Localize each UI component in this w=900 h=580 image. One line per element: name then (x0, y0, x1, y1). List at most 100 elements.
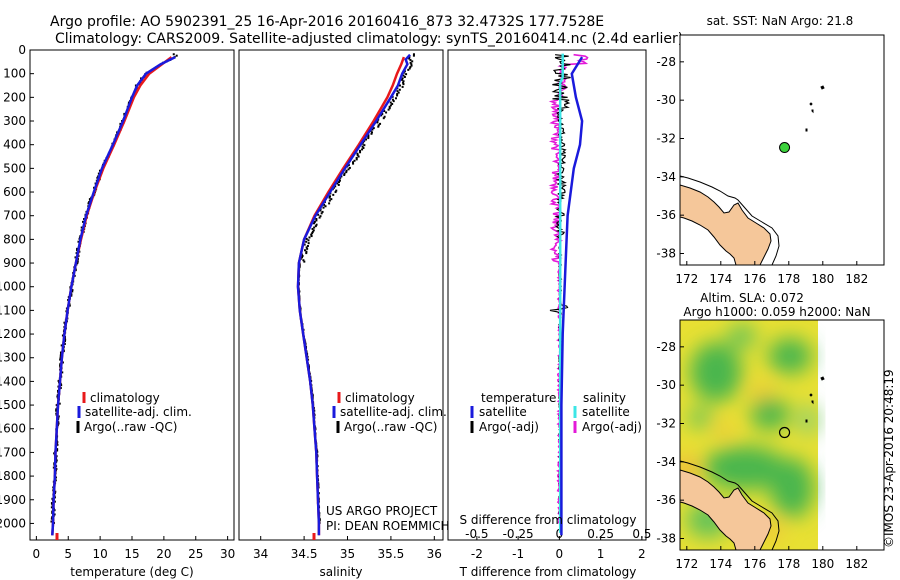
salinity-legend-argo: Argo(..raw -QC) (344, 420, 437, 434)
map-lat-tick-label: -38 (656, 532, 676, 546)
salinity-argo-point (392, 100, 395, 103)
temperature-argo-point (82, 220, 85, 223)
difference-s-tick-label: 0 (556, 527, 564, 541)
salinity-argo-point (330, 198, 333, 201)
credit-project: US ARGO PROJECT (326, 504, 438, 518)
temperature-argo-point (56, 449, 59, 452)
salinity-argo-point (338, 179, 341, 182)
figure-subtitle: Climatology: CARS2009. Satellite-adjuste… (55, 31, 683, 47)
map-lat-tick-label: -32 (656, 132, 676, 146)
salinity-argo-point (372, 127, 375, 130)
salinity-x-tick-label: 34 (253, 547, 268, 561)
sla-map-title-line1: Altim. SLA: 0.072 (700, 291, 804, 305)
temperature-argo-point (61, 334, 64, 337)
salinity-argo-point (401, 77, 404, 80)
salinity-argo-point (355, 158, 358, 161)
salinity-argo-point (387, 108, 390, 111)
salinity-argo-point (380, 114, 383, 117)
temperature-legend: climatology satellite-adj. clim. Argo(..… (76, 391, 192, 434)
temperature-argo-point (60, 344, 63, 347)
salinity-argo-point (337, 183, 340, 186)
difference-s-tick-label: 0.5 (632, 527, 651, 541)
sla-map-axes: 172 174 176 178 180 182 -28 -30 -32 -34 -36 -38 (656, 340, 868, 571)
temperature-legend-argo: Argo(..raw -QC) (84, 420, 177, 434)
salinity-argo-point (351, 161, 354, 164)
salinity-argo-point (400, 78, 403, 81)
t-difference-label: T difference from climatology (459, 565, 637, 579)
salinity-argo-point (377, 125, 380, 128)
map-lon-tick-label: 182 (845, 272, 868, 286)
sst-map-land (680, 184, 772, 265)
salinity-legend: climatology satellite-adj. clim. Argo(..… (332, 391, 447, 434)
temperature-argo-point (61, 371, 64, 374)
temperature-x-label: temperature (deg C) (70, 565, 193, 579)
temperature-y-tick-label: 1200 (0, 327, 26, 341)
temperature-y-tick-label: 1100 (0, 303, 26, 317)
salinity-argo-point (396, 94, 399, 97)
salinity-argo-point (312, 229, 315, 232)
sla-map-islands (805, 376, 825, 423)
salinity-argo-point (323, 203, 326, 206)
map-lon-tick-label: 174 (709, 272, 732, 286)
salinity-argo-point (313, 226, 316, 229)
temperature-argo-point (56, 448, 59, 451)
salinity-argo-point (408, 67, 411, 70)
salinity-argo-point (345, 171, 348, 174)
temperature-argo-point (59, 354, 62, 357)
salinity-argo-point (338, 181, 341, 184)
map-lat-tick-label: -28 (656, 55, 676, 69)
salinity-argo-point (313, 220, 316, 223)
temperature-argo-point (88, 200, 91, 203)
difference-legend-s-argo: Argo(-adj) (582, 420, 642, 434)
difference-legend-salinity-title: salinity (583, 391, 626, 405)
salinity-argo-point (391, 98, 394, 101)
salinity-argo-point (336, 182, 339, 185)
salinity-x-tick-label: 36 (427, 547, 442, 561)
map-lat-tick-label: -30 (656, 378, 676, 392)
sst-map: sat. SST: NaN Argo: 21.8 172 174 176 178 180… (656, 14, 885, 286)
temperature-x-tick-label: 25 (188, 547, 203, 561)
figure-title: Argo profile: AO 5902391_25 16-Apr-2016 … (50, 14, 604, 30)
sla-map-argo-position (778, 426, 791, 439)
temperature-argo-point (57, 379, 60, 382)
salinity-argo-point (389, 104, 392, 107)
temperature-argo-point (57, 415, 60, 418)
temperature-legend-satellite: satellite-adj. clim. (85, 405, 192, 419)
salinity-argo-point (396, 90, 399, 93)
salinity-argo-point (306, 247, 309, 250)
temperature-y-tick-label: 1000 (0, 280, 26, 294)
salinity-argo-point (389, 101, 392, 104)
salinity-argo-point (315, 218, 318, 221)
salinity-argo-point (356, 152, 359, 155)
temperature-legend-climatology: climatology (90, 391, 160, 405)
salinity-argo-point (318, 216, 321, 219)
salinity-argo-point (361, 145, 364, 148)
salinity-argo-point (301, 256, 304, 259)
salinity-argo-point (407, 68, 410, 71)
map-lon-tick-label: 182 (845, 557, 868, 571)
salinity-argo-point (319, 209, 322, 212)
difference-legend-t-satellite: satellite (479, 405, 527, 419)
salinity-argo-point (388, 105, 391, 108)
sst-map-argo-position (779, 142, 791, 154)
salinity-legend-satellite: satellite-adj. clim. (340, 405, 447, 419)
temperature-y-tick-label: 900 (3, 256, 26, 270)
temperature-argo-point (76, 262, 79, 265)
salinity-argo-point (405, 73, 408, 76)
salinity-argo-point (305, 250, 308, 253)
salinity-argo-point (305, 252, 308, 255)
map-lat-tick-label: -32 (656, 417, 676, 431)
map-lat-tick-label: -38 (656, 247, 676, 261)
salinity-x-tick-label: 34.5 (291, 547, 318, 561)
temperature-y-tick-label: 1800 (0, 469, 26, 483)
salinity-argo-point (379, 122, 382, 125)
salinity-legend-climatology: climatology (345, 391, 415, 405)
temperature-argo-point (119, 122, 122, 125)
temperature-y-tick-label: 1600 (0, 422, 26, 436)
temperature-y-tick-label: 800 (3, 232, 26, 246)
temperature-y-tick-label: 1500 (0, 398, 26, 412)
salinity-argo-point (311, 230, 314, 233)
salinity-argo-point (355, 156, 358, 159)
credit-pi: PI: DEAN ROEMMICH (326, 519, 449, 533)
